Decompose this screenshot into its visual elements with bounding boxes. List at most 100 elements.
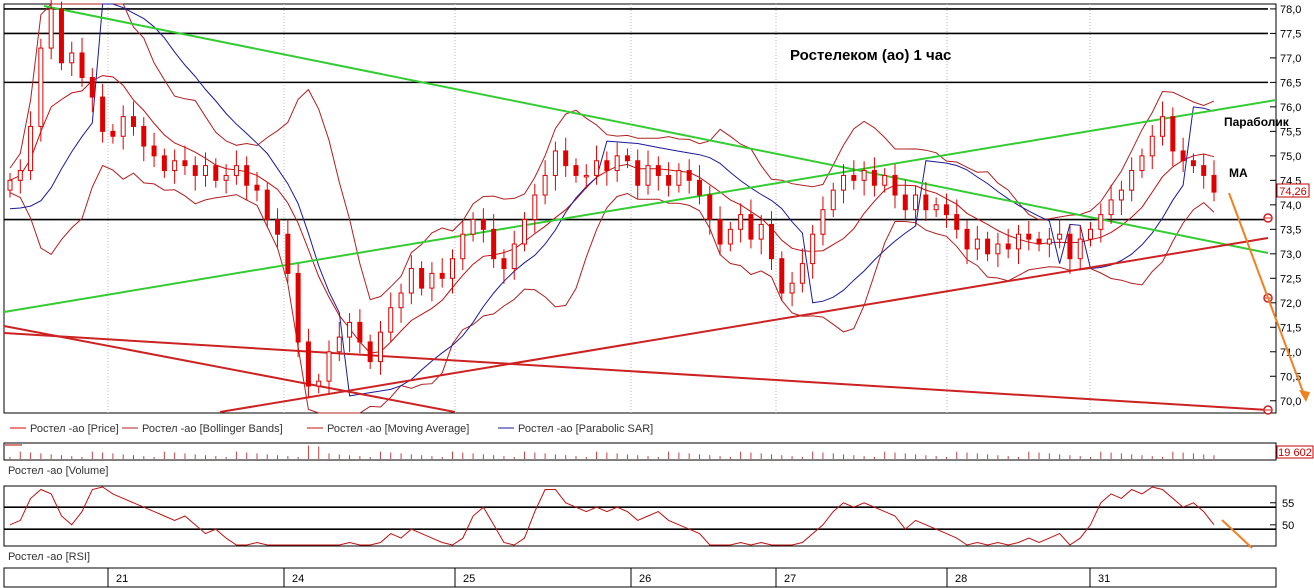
candle-body [48, 8, 54, 49]
candle-body [1149, 135, 1155, 157]
candle-body [1088, 228, 1094, 240]
candle-body [192, 165, 198, 176]
candle-body [1118, 189, 1124, 201]
candle-body [943, 204, 949, 216]
candle-body [1139, 155, 1145, 172]
candle-body [645, 165, 651, 186]
candle-body [316, 380, 322, 387]
price-legend-label: Ростел -ао [Moving Average] [327, 423, 469, 435]
price-tick-label: 75,5 [1280, 126, 1301, 138]
last-price-box [1276, 183, 1310, 198]
candle-body [460, 233, 466, 260]
x-axis-day-label: 31 [1098, 573, 1110, 585]
candle-body [130, 116, 136, 127]
candle-body [810, 233, 816, 265]
candle-body [964, 228, 970, 250]
forecast-arrow-head [1299, 390, 1310, 402]
moving-average-line [9, 75, 1215, 354]
candle-body [100, 96, 106, 132]
candle-body [871, 170, 877, 186]
annotation-ma: MA [1229, 166, 1248, 180]
green-ascending-trendline [3, 99, 1277, 313]
candle-body [563, 150, 569, 167]
candle-body [614, 155, 620, 172]
candle-body [182, 160, 188, 167]
candle-body [594, 160, 600, 176]
candle-body [233, 165, 239, 176]
candle-body [264, 189, 270, 221]
candle-body [17, 170, 23, 181]
candle-body [1036, 238, 1042, 245]
price-trendlines [3, 5, 1277, 415]
rsi-y-axis: 55 50 [1270, 498, 1294, 532]
candle-body [1015, 233, 1021, 250]
price-tick-label: 71,5 [1280, 322, 1301, 334]
candle-body [882, 174, 888, 186]
candle-body [789, 282, 795, 294]
candle-body [213, 165, 219, 181]
candle-body [779, 258, 785, 294]
candle-body [727, 228, 733, 245]
candle-body [7, 179, 13, 191]
candle-body [769, 223, 775, 260]
candle-body [501, 258, 507, 270]
candle-body [491, 228, 497, 260]
price-panel-frame [3, 3, 1277, 414]
x-axis-day-label: 28 [955, 573, 967, 585]
x-axis-day-label: 21 [116, 573, 128, 585]
candle-body [1108, 199, 1114, 216]
rsi-panel-frame [3, 485, 1277, 547]
rsi-forecast-line [1221, 519, 1253, 549]
candle-body [758, 223, 764, 240]
candle-body [995, 243, 1001, 255]
candle-body [1005, 243, 1011, 250]
candle-body [624, 155, 630, 162]
candle-body [655, 165, 661, 176]
candle-body [861, 170, 867, 181]
candle-body [1026, 233, 1032, 240]
candle-body [275, 219, 281, 235]
bollinger-lower-line [9, 164, 1215, 414]
candle-body [892, 174, 898, 196]
candle-body [38, 47, 44, 127]
candle-body [748, 214, 754, 240]
candle-body [1190, 160, 1196, 167]
candle-body [820, 209, 826, 235]
volume-panel-frame [3, 442, 1277, 461]
price-tick-label: 74,0 [1280, 200, 1301, 212]
candle-body [244, 165, 250, 186]
price-levels [4, 8, 1268, 221]
candle-body [552, 150, 558, 176]
candle-body [326, 351, 332, 382]
price-y-axis: 78,077,577,076,576,075,575,074,574,073,5… [1270, 4, 1301, 408]
candle-body [573, 165, 579, 176]
candle-body [58, 8, 64, 64]
candle-body [635, 160, 641, 186]
candle-body [1211, 174, 1217, 193]
candle-body [295, 272, 301, 343]
rsi-legend-label: Ростел -ао [RSI] [8, 551, 90, 563]
candle-body [439, 272, 445, 279]
price-tick-label: 76,0 [1280, 102, 1301, 114]
candle-body [707, 194, 713, 221]
candle-body [28, 125, 34, 172]
candle-body [172, 160, 178, 172]
candle-body [696, 179, 702, 196]
candle-body [717, 219, 723, 245]
candle-body [223, 174, 229, 181]
price-tick-label: 73,5 [1280, 224, 1301, 236]
candle-body [69, 52, 75, 64]
last-price-label: 74,26 [1279, 186, 1307, 198]
candle-body [1170, 116, 1176, 152]
red-steep-descending-line [3, 325, 456, 413]
price-tick-label: 77,5 [1280, 28, 1301, 40]
candle-body [738, 214, 744, 230]
volume-value-label: 19 602 [1278, 447, 1312, 459]
candle-body [604, 160, 610, 172]
candle-body [480, 219, 486, 230]
candle-body [254, 184, 260, 191]
candle-body [398, 292, 404, 309]
candle-body [1160, 116, 1166, 137]
candle-body [1046, 238, 1052, 245]
price-tick-label: 73,0 [1280, 249, 1301, 261]
